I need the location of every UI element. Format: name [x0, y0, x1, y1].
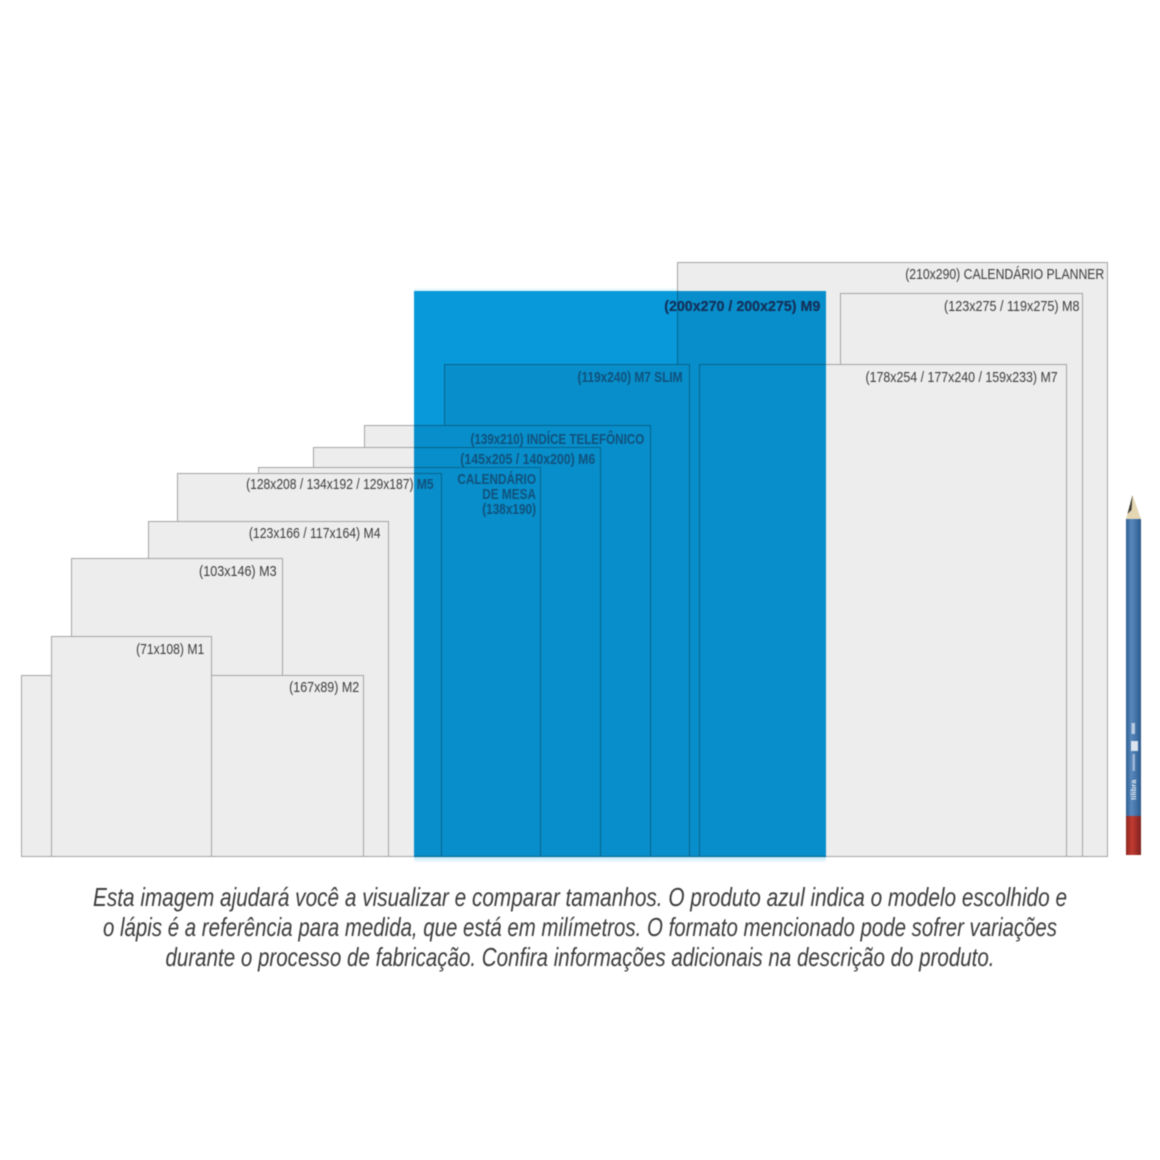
svg-text:tilibra: tilibra — [1129, 779, 1138, 800]
